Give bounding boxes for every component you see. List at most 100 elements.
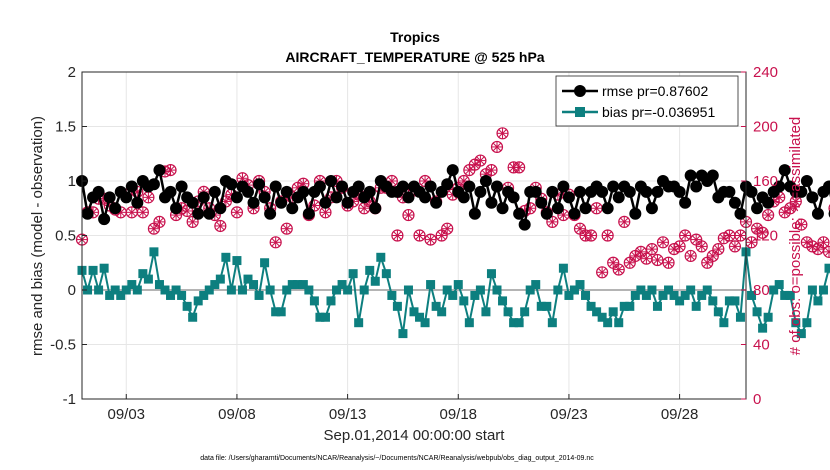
bias-point [686, 285, 696, 295]
rmse-series [76, 164, 830, 231]
rmse-point [103, 191, 116, 204]
bias-point [171, 285, 181, 295]
obs-point [584, 229, 598, 242]
obs-point [679, 229, 692, 242]
bias-point [403, 285, 413, 295]
rmse-point [629, 207, 642, 220]
obs-point [441, 222, 454, 235]
bias-point [188, 312, 198, 322]
rmse-point [242, 185, 254, 198]
left-tick-label: 1 [68, 173, 76, 190]
rmse-point [446, 164, 459, 177]
bias-point [558, 263, 568, 273]
left-tick-label: -1 [63, 391, 76, 408]
bias-point [520, 307, 530, 317]
rmse-point [147, 178, 160, 191]
rmse-point [203, 207, 216, 220]
obs-point [662, 256, 675, 269]
bias-point [348, 269, 358, 279]
rmse-point [568, 207, 581, 220]
rmse-point [424, 180, 437, 193]
legend: rmse pr=0.87602 bias pr=-0.036951 [555, 75, 739, 127]
bias-point [592, 307, 602, 317]
rmse-point [214, 202, 227, 215]
obs-point [712, 243, 725, 256]
bias-point [669, 290, 679, 300]
left-tick-label: 1.5 [55, 119, 76, 136]
rmse-point [341, 196, 354, 209]
bias-point [614, 318, 624, 328]
rmse-point [546, 185, 559, 198]
rmse-point [297, 185, 310, 198]
obs-point [623, 256, 636, 269]
bias-point [320, 312, 330, 322]
bias-point [453, 280, 463, 290]
bias-point [625, 301, 635, 311]
rmse-point [496, 202, 509, 215]
rmse-point [673, 185, 686, 198]
obs-point [822, 245, 830, 258]
obs-point [230, 206, 244, 219]
obs-point [297, 177, 310, 190]
bias-point [581, 290, 591, 300]
bias-point [470, 290, 480, 300]
right-axis-label: # of obs: o=possible; ∗=assimilated [787, 117, 804, 356]
obs-point [601, 229, 614, 242]
bias-point [392, 301, 402, 311]
rmse-point [518, 218, 531, 231]
rmse-point [313, 180, 326, 193]
obs-point [490, 140, 504, 154]
bias-point [785, 290, 795, 300]
rmse-point [479, 175, 492, 187]
rmse-point [98, 213, 111, 226]
bias-point [442, 285, 452, 295]
obs-point [214, 219, 227, 233]
rmse-point [125, 180, 138, 193]
rmse-point [601, 202, 614, 215]
rmse-point [175, 180, 188, 193]
bias-point [597, 312, 607, 322]
bias-point [420, 318, 430, 328]
bias-point [708, 296, 718, 306]
rmse-point [247, 196, 260, 209]
chart-title: Tropics [390, 29, 440, 45]
rmse-point [369, 202, 382, 215]
obs-point [280, 222, 293, 235]
bias-point [619, 301, 629, 311]
obs-point [474, 154, 487, 167]
rmse-point [319, 196, 332, 209]
bias-point [437, 307, 447, 317]
rmse-point [745, 185, 758, 198]
bias-point [232, 256, 242, 266]
rmse-point [507, 191, 520, 204]
obs-point [673, 240, 686, 253]
x-tick-label: 09/03 [107, 406, 145, 423]
bias-point [824, 263, 830, 273]
obs-point [701, 256, 714, 269]
bias-point [398, 329, 408, 339]
bias-point [774, 280, 784, 290]
obs-point [435, 229, 448, 242]
rmse-point [280, 185, 293, 198]
bias-point [354, 318, 364, 328]
x-axis-label: Sep.01,2014 00:00:00 start [324, 427, 506, 444]
bias-point [647, 285, 657, 295]
rmse-point [336, 180, 349, 193]
bias-point [608, 307, 618, 317]
bias-point [243, 274, 253, 284]
rmse-point [811, 207, 824, 220]
rmse-point [441, 178, 454, 191]
obs-point [164, 164, 177, 177]
obs-point [147, 222, 161, 235]
bias-point [105, 290, 115, 300]
bias-point [525, 285, 535, 295]
bias-point [99, 263, 109, 273]
bias-point [464, 318, 474, 328]
obs-point [402, 208, 415, 222]
data-file-note: data file: /Users/gharamti/Documents/NCA… [200, 455, 594, 462]
rmse-point [430, 196, 443, 209]
bias-point [409, 307, 419, 317]
bias-point [675, 296, 685, 306]
x-tick-label: 09/08 [218, 406, 256, 423]
